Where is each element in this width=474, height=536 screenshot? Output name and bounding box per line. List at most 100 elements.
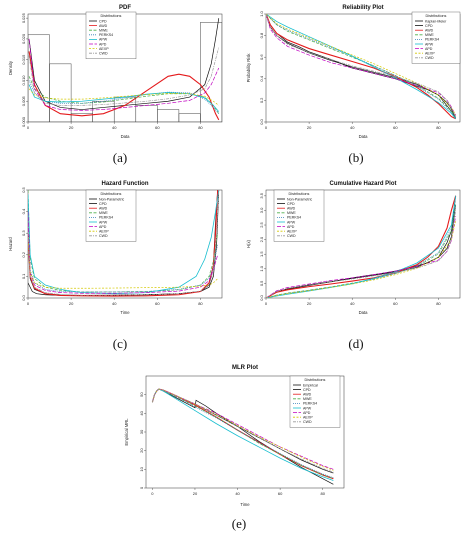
x-tick-label: 60 [278, 491, 283, 496]
series-line-cwd [266, 14, 457, 117]
legend-entry: MWE [303, 397, 312, 401]
plot-frame [265, 189, 461, 299]
series-line-cwd [28, 47, 220, 106]
legend-title: Distributions [289, 192, 310, 196]
x-tick-label: 20 [69, 125, 74, 130]
panel-b: Reliability Plot 0 20 40 60 80 0.0 0.2 0.4 0.6 0.8… [244, 2, 466, 142]
series-line-aexp [28, 233, 218, 289]
plot-frame [265, 13, 461, 123]
legend-box [289, 375, 341, 428]
legend-entry: APD [303, 411, 311, 415]
legend-entry: AEXP [303, 416, 313, 420]
legend-entry: APW [99, 220, 108, 224]
legend-entry: CWD [425, 56, 434, 60]
y-tick-label: 1.0 [259, 265, 264, 271]
series-line-aexp [152, 388, 334, 471]
legend-entry: Empirical [303, 383, 318, 387]
legend-entry: APW [99, 38, 108, 42]
x-tick-label: 20 [307, 301, 312, 306]
legend-entry: MWE [425, 33, 434, 37]
series-line-perks4 [266, 14, 456, 118]
histogram-bar [92, 100, 115, 122]
x-tick-label: 40 [235, 491, 240, 496]
y-tick-label: 3.0 [259, 207, 264, 213]
legend-title: Distributions [426, 14, 447, 18]
panel-c: Hazard Function 0 20 40 60 80 0.0 0.1 0.2 0.3 0.4 0… [6, 178, 228, 318]
x-tick-label: 0 [27, 125, 30, 130]
legend-entry: APW [287, 220, 296, 224]
legend-entry: APW [425, 42, 434, 46]
series-line-cwd [266, 210, 457, 298]
legend-entry: PERKS4 [287, 216, 301, 220]
legend-entry: CWD [303, 420, 312, 424]
y-axis-label: Probability Risk [246, 53, 251, 83]
y-tick-label: 0 [139, 486, 144, 489]
y-axis-label: Density [8, 60, 13, 75]
x-tick-label: 80 [198, 125, 203, 130]
y-tick-label: 0.2 [21, 251, 26, 257]
x-tick-label: 40 [350, 301, 355, 306]
y-tick-label: 0.015 [21, 54, 26, 65]
legend-entry: AEXP [287, 230, 297, 234]
y-tick-label: 0.8 [259, 32, 264, 38]
legend-entry: CWD [99, 234, 108, 238]
y-tick-label: 30 [139, 429, 144, 434]
y-tick-label: 2.0 [259, 236, 264, 242]
series-line-apw [266, 195, 457, 298]
x-tick-label: 0 [265, 125, 268, 130]
series-line-aexp [28, 88, 219, 106]
legend-box [411, 11, 461, 64]
mlr-plot: MLR Plot 0 20 40 60 80 0 10 20 30 40 50 Time Empirica… [124, 365, 345, 507]
y-tick-label: 40 [139, 410, 144, 415]
x-axis-label: Time [240, 502, 250, 507]
legend-entry: APD [425, 47, 433, 51]
y-tick-label: 0.4 [259, 75, 264, 81]
y-tick-label: 1.0 [259, 10, 264, 16]
legend-entry: APW [303, 406, 312, 410]
x-tick-label: 60 [393, 301, 398, 306]
panel-e: MLR Plot 0 20 40 60 80 0 10 20 30 40 50 Time Empirica… [122, 362, 354, 510]
legend-entry: CPD [99, 19, 107, 23]
cumulative-hazard-plot: Cumulative Hazard Plot 0 20 40 60 80 0.0 0.5 1.0… [246, 181, 461, 315]
x-tick-label: 80 [320, 491, 325, 496]
series-line-mwe [28, 76, 220, 114]
x-tick-label: 40 [112, 125, 117, 130]
x-axis-label: Data [359, 134, 369, 139]
legend-entry: PERKS4 [303, 402, 317, 406]
legend-entry: CWD [287, 234, 296, 238]
series-line-apd [28, 38, 220, 111]
legend-entry: APD [287, 225, 295, 229]
series-line-cpd [28, 18, 220, 110]
legend-entry: CWD [99, 52, 108, 56]
y-tick-label: 0.000 [21, 116, 26, 127]
x-axis-label: Data [359, 310, 369, 315]
series-line-aexp [266, 14, 456, 115]
y-tick-label: 0.025 [21, 12, 26, 23]
y-tick-label: 0.3 [21, 230, 26, 236]
y-axis-label: Empirical MRL [124, 418, 129, 446]
x-tick-label: 40 [112, 301, 117, 306]
y-tick-label: 0.5 [259, 280, 264, 286]
legend-entry: AEXP [99, 230, 109, 234]
y-tick-label: 0.010 [21, 75, 26, 86]
series-line-awd [28, 190, 219, 297]
series-line-cwd [28, 190, 220, 296]
legend-entry: AEXP [425, 52, 435, 56]
x-tick-label: 20 [193, 491, 198, 496]
caption-a: (a) [112, 150, 128, 165]
x-tick-label: 40 [350, 125, 355, 130]
chart-title: PDF [119, 5, 131, 11]
y-tick-label: 2.5 [259, 221, 264, 227]
legend-entry: Non-Parametric [287, 197, 312, 201]
y-tick-label: 0.4 [21, 208, 26, 214]
series-line-perks4 [28, 222, 219, 293]
y-tick-label: 0.6 [259, 54, 264, 60]
y-tick-label: 0.020 [21, 33, 26, 44]
legend-title: Distributions [101, 14, 122, 18]
legend-entry: AWD [99, 207, 108, 211]
series-line-awd [266, 14, 456, 120]
legend-entry: Non-Parametric [99, 197, 124, 201]
series-line-apd [28, 211, 219, 294]
x-tick-label: 20 [69, 301, 74, 306]
legend-entry: APD [99, 42, 107, 46]
